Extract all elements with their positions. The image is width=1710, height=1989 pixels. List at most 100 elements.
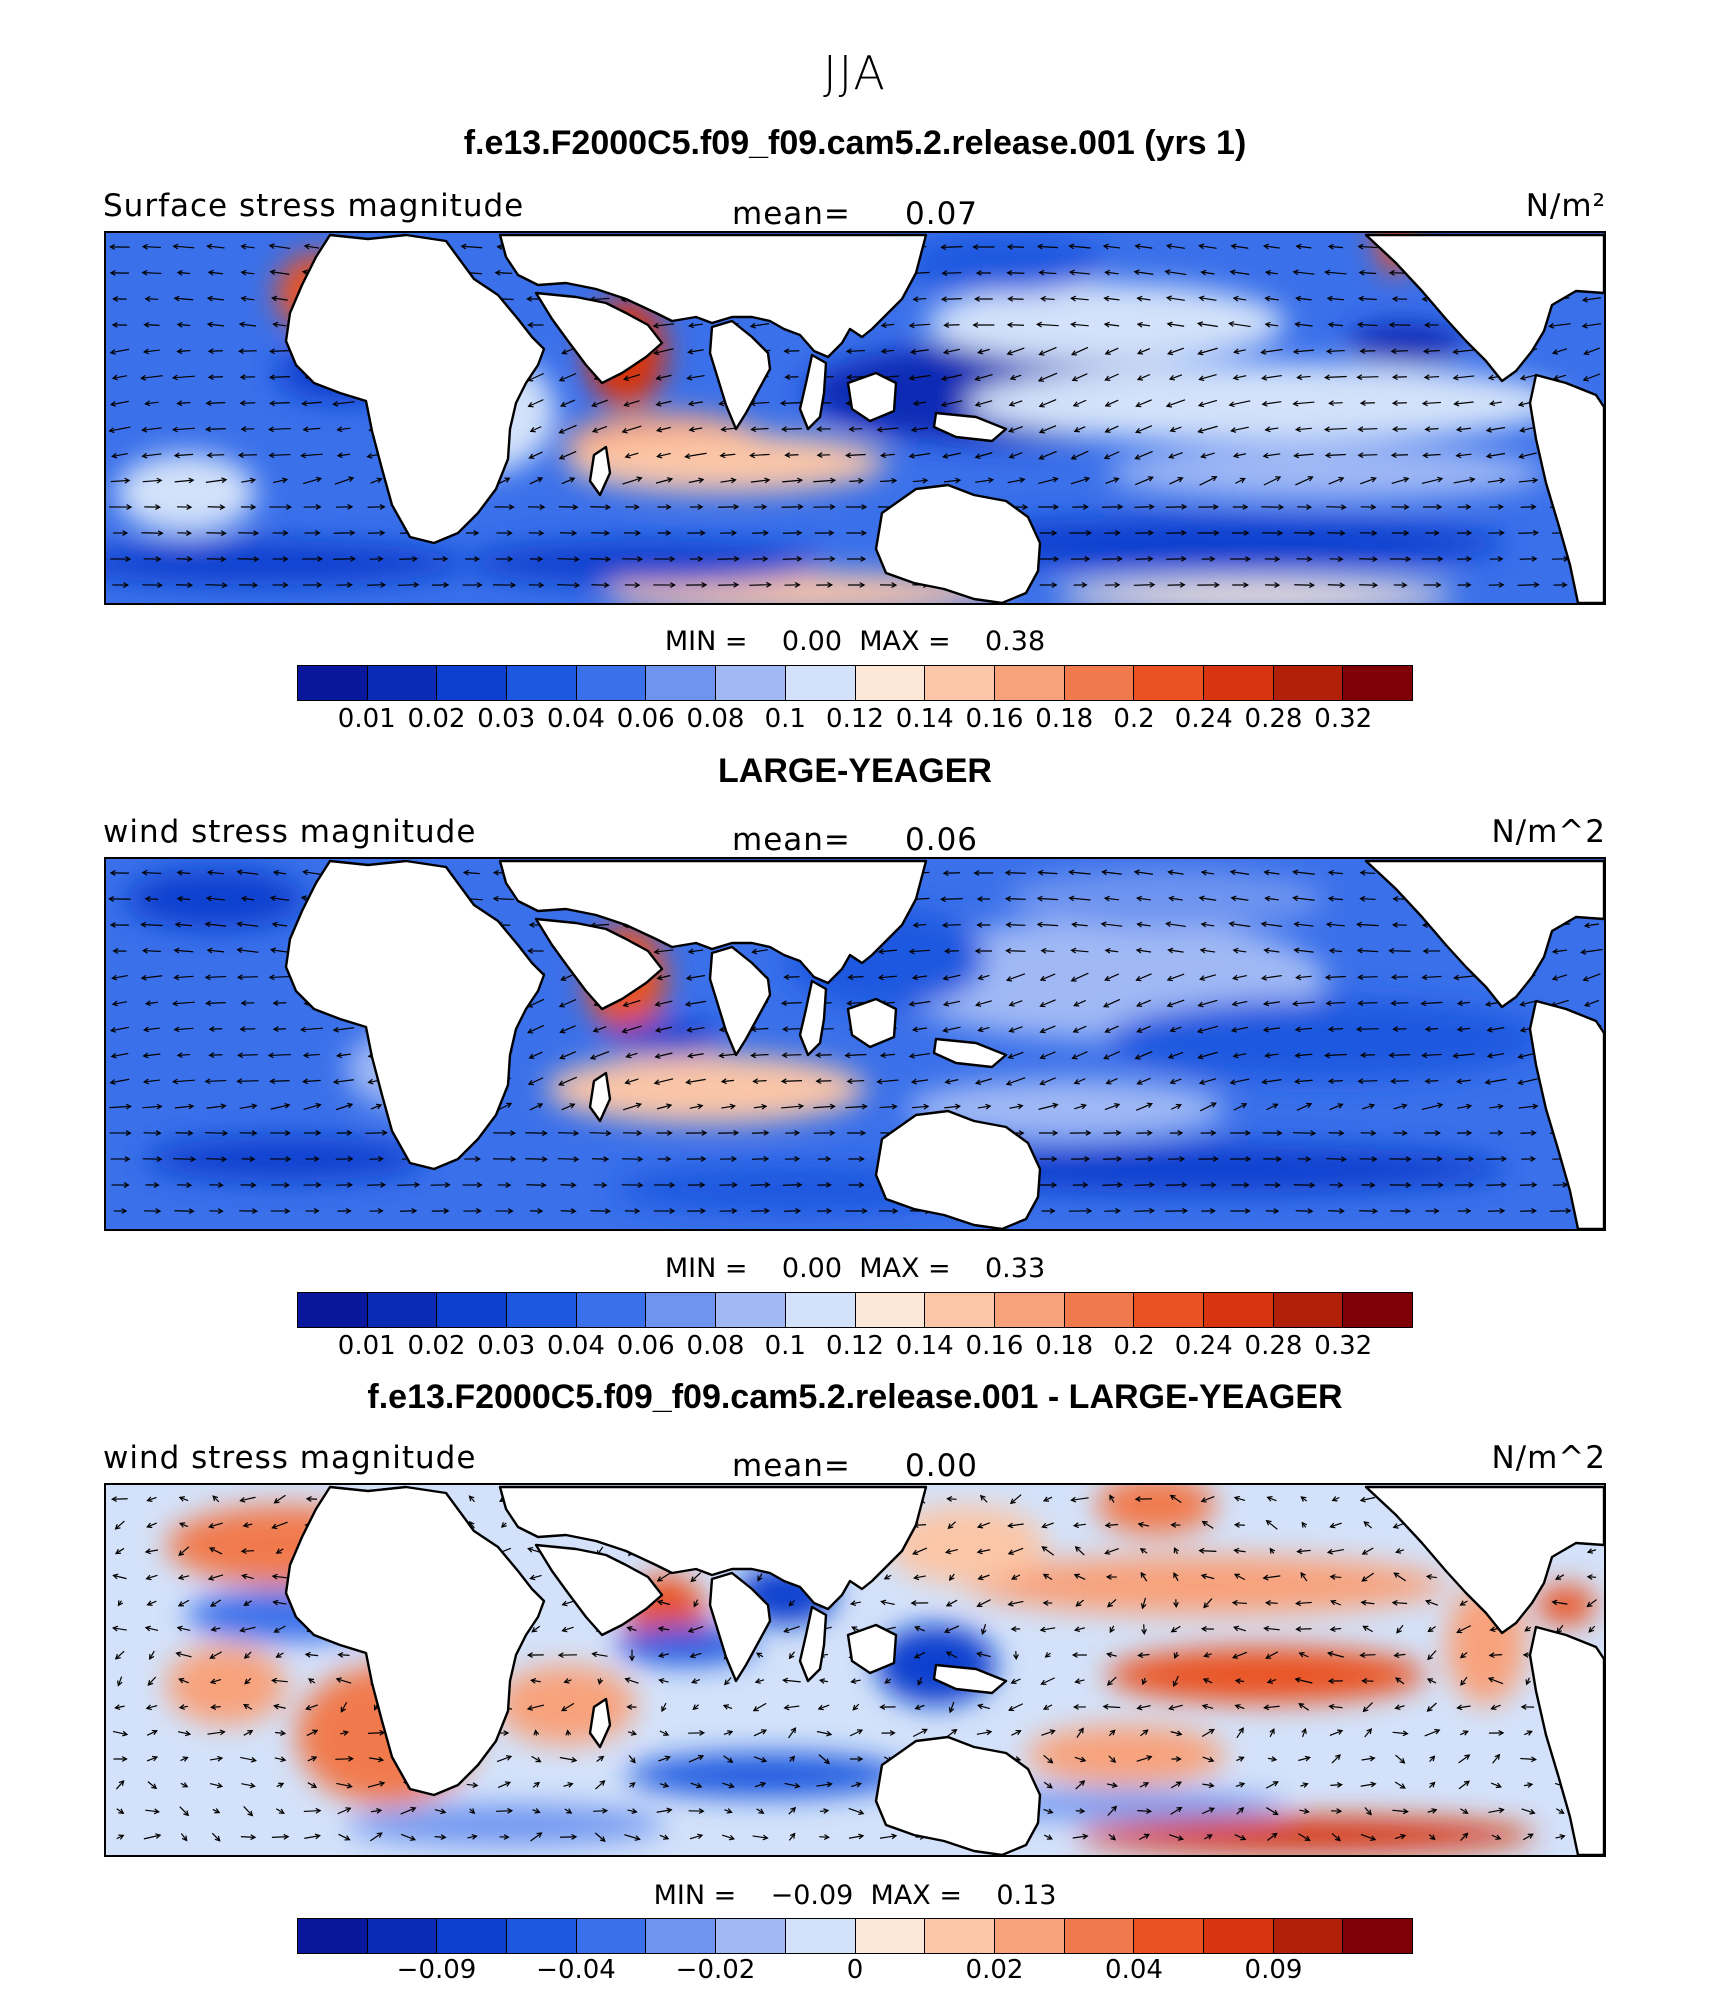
wind-vector <box>1426 1600 1438 1606</box>
wind-vector <box>1330 1784 1342 1786</box>
wind-vector <box>271 1836 289 1838</box>
wind-vector-head <box>1203 1602 1209 1609</box>
wind-vector-head <box>1421 974 1428 981</box>
stress-contour <box>1006 869 1326 929</box>
wind-vector-head <box>1068 869 1075 876</box>
wind-vector-head <box>626 1626 633 1632</box>
wind-vector-head <box>1295 243 1302 250</box>
wind-vector-head <box>217 1208 224 1214</box>
wind-vector-head <box>537 1208 544 1214</box>
wind-vector <box>594 1832 606 1842</box>
wind-vector <box>244 1600 252 1606</box>
wind-vector-head <box>780 1078 787 1085</box>
wind-vector-head <box>1327 1026 1334 1033</box>
colorbar-swatch <box>646 666 717 700</box>
wind-vector <box>1485 1078 1507 1084</box>
wind-vector <box>205 1079 227 1083</box>
wind-vector-head <box>271 1523 278 1530</box>
wind-vector-head <box>346 1130 353 1136</box>
wind-vector-head <box>476 582 483 588</box>
wind-vector-head <box>1143 1833 1150 1839</box>
wind-vector-head <box>757 1575 763 1582</box>
wind-vector <box>1134 476 1154 486</box>
wind-vector-head <box>109 401 117 407</box>
wind-vector <box>977 1599 991 1607</box>
wind-vector-head <box>977 1026 984 1033</box>
wind-vector-head <box>474 1156 481 1162</box>
colorbar-tick-label: 0 <box>846 1955 864 1985</box>
wind-vector <box>1135 245 1153 249</box>
wind-vector-head <box>731 529 738 536</box>
wind-vector <box>751 1027 769 1031</box>
wind-vector-head <box>861 1103 868 1110</box>
wind-vector-head <box>697 504 704 510</box>
wind-vector-head <box>1044 1652 1051 1658</box>
wind-vector-head <box>219 1729 226 1736</box>
wind-vector-head <box>1137 1521 1144 1528</box>
wind-vector-head <box>269 895 276 902</box>
wind-vector-head <box>879 452 887 459</box>
wind-vector-head <box>1008 1705 1015 1712</box>
wind-vector-head <box>1146 1102 1153 1108</box>
wind-vector-head <box>1525 1679 1531 1686</box>
wind-vector-head <box>861 530 867 536</box>
stress-contour <box>966 363 1566 443</box>
wind-vector-head <box>526 1652 533 1658</box>
wind-vector-head <box>684 453 691 459</box>
wind-vector-head <box>752 1706 759 1712</box>
wind-vector-head <box>312 1729 319 1735</box>
colorbar-tick-label: 0.01 <box>337 704 396 734</box>
wind-vector-head <box>1022 504 1029 511</box>
wind-vector-head <box>1173 1572 1179 1579</box>
wind-vector-head <box>1136 375 1144 381</box>
wind-vector <box>752 1835 768 1839</box>
wind-vector-head <box>1136 1079 1143 1085</box>
wind-vector <box>1265 1781 1279 1789</box>
wind-vector-head <box>1393 1572 1400 1578</box>
wind-vector-head <box>207 269 214 276</box>
wind-vector <box>207 897 225 901</box>
wind-vector-head <box>332 1026 339 1033</box>
wind-vector <box>528 372 544 382</box>
wind-vector-head <box>1213 503 1219 510</box>
wind-vector-head <box>1532 529 1539 536</box>
stress-contour <box>626 1753 906 1797</box>
wind-vector <box>273 1601 287 1605</box>
wind-vector <box>1428 1626 1436 1632</box>
wind-vector-head <box>1036 321 1043 328</box>
wind-vector-head <box>1453 974 1460 981</box>
land-mass <box>588 1071 612 1123</box>
colorbar-swatch <box>437 1919 508 1953</box>
wind-vector <box>1203 1834 1213 1840</box>
wind-vector-head <box>910 348 917 355</box>
wind-vector-head <box>1208 1756 1215 1763</box>
wind-vector-head <box>781 1052 788 1059</box>
colorbar-tick-label: −0.04 <box>536 1955 616 1985</box>
wind-vector <box>239 323 257 327</box>
colorbar-tick-label: 0.04 <box>547 704 605 734</box>
wind-vector <box>1587 1549 1597 1553</box>
wind-vector-head <box>205 895 212 902</box>
wind-vector-head <box>108 895 115 902</box>
wind-vector <box>1007 478 1025 484</box>
wind-vector <box>557 584 579 586</box>
wind-vector-head <box>558 1002 565 1008</box>
wind-vector-head <box>284 1130 291 1136</box>
wind-vector <box>1326 453 1346 457</box>
colorbar-swatch <box>925 666 995 700</box>
wind-vector-head <box>239 374 246 381</box>
wind-vector-head <box>945 1601 952 1607</box>
wind-vector-head <box>1565 1207 1572 1214</box>
wind-vector <box>1325 1053 1347 1057</box>
wind-vector-head <box>1104 401 1111 407</box>
stress-contour <box>966 1555 1446 1615</box>
wind-vector <box>205 975 227 979</box>
panel1-colorbar <box>297 665 1413 701</box>
wind-vector <box>1423 453 1441 457</box>
wind-vector-head <box>794 1782 801 1789</box>
wind-vector <box>529 1103 543 1111</box>
wind-vector-head <box>1139 1548 1146 1554</box>
wind-vector <box>208 350 224 352</box>
wind-vector-head <box>630 1757 636 1764</box>
wind-vector-head <box>367 1078 374 1085</box>
